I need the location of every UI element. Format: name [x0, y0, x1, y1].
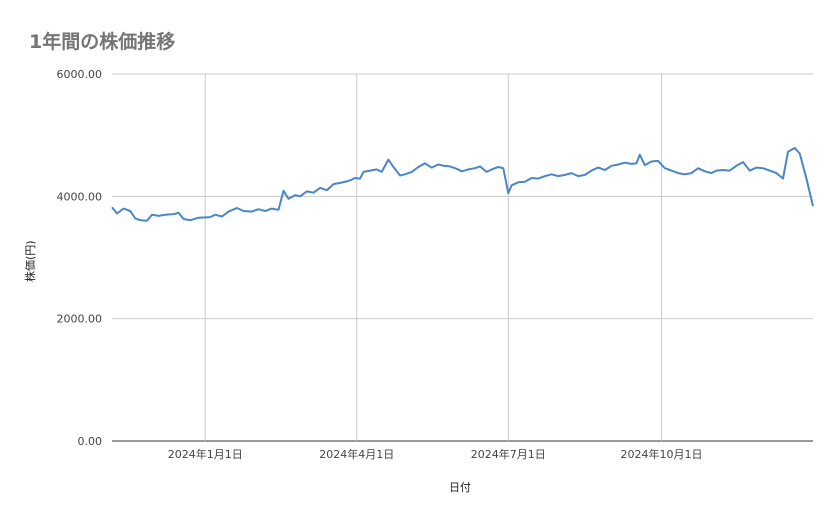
gridlines	[112, 73, 813, 442]
series-group	[111, 147, 814, 222]
x-tick-label: 2024年10月1日	[620, 447, 702, 461]
x-tick-label: 2024年1月1日	[168, 447, 243, 461]
y-tick-label: 6000.00	[57, 68, 103, 81]
y-tick-label: 4000.00	[57, 190, 103, 203]
y-tick-label: 0.00	[78, 435, 103, 448]
series-line	[111, 147, 814, 222]
x-axis-label: 日付	[449, 481, 471, 494]
x-tick-label: 2024年7月1日	[471, 447, 546, 461]
y-tick-label: 2000.00	[57, 313, 103, 326]
x-tick-label: 2024年4月1日	[319, 447, 394, 461]
y-tick-labels: 0.00 2000.00 4000.00 6000.00	[57, 68, 103, 448]
x-tick-labels: 2024年1月1日 2024年4月1日 2024年7月1日 2024年10月1日	[168, 447, 703, 461]
chart-title: 1年間の株価推移	[29, 31, 176, 53]
